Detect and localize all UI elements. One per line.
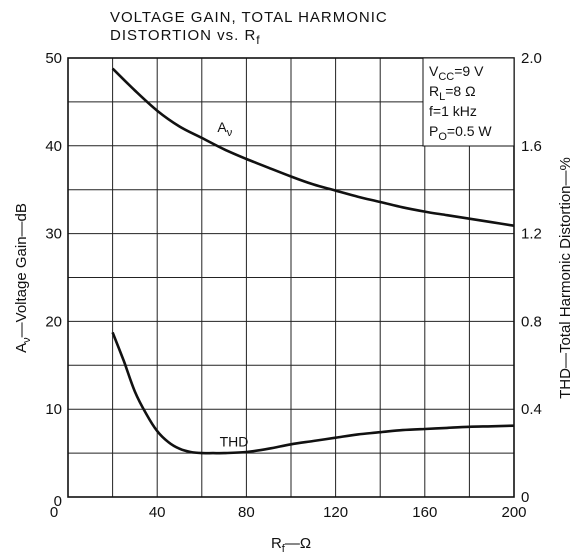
series-label-av-main: A: [217, 119, 227, 135]
y-left-tick-label: 10: [45, 401, 62, 418]
condition-line-main: P: [429, 123, 438, 139]
chart-title: VOLTAGE GAIN, TOTAL HARMONIC DISTORTION …: [110, 9, 388, 47]
y-left-tick-label: 0: [54, 493, 62, 510]
series-line-thd: [111, 331, 515, 455]
tick-labels: 0 40 80 120 160 2000102030405000.40.81.21.62.…: [45, 50, 542, 521]
x-axis-label-main: R: [271, 535, 282, 552]
x-axis-label-sub: f: [282, 543, 286, 555]
y-right-tick-label: 1.2: [521, 226, 542, 243]
y-left-tick-label: 40: [45, 138, 62, 155]
condition-line: PO=0.5 W: [429, 123, 492, 143]
plot-border: [67, 57, 515, 498]
condition-line-sub: O: [438, 131, 447, 143]
curves: Aν THD: [111, 67, 515, 455]
condition-line-main: R: [429, 83, 439, 99]
condition-line-rest: =8 Ω: [445, 83, 475, 99]
chart-title-line2: DISTORTION vs. Rf: [110, 27, 261, 47]
series-label-av: Aν: [217, 119, 232, 139]
y-right-tick-label: 0: [521, 489, 529, 506]
condition-line-sub: L: [439, 91, 445, 103]
condition-line: RL=8 Ω: [429, 83, 476, 103]
x-tick-label: 80: [238, 504, 255, 521]
series-line-a: [111, 67, 515, 227]
condition-line-sub: CC: [438, 71, 454, 83]
grid: [68, 58, 514, 497]
y-left-axis-label-sub: ν: [21, 337, 33, 343]
condition-line-main: f=1 kHz: [429, 103, 477, 119]
conditions-box-border: [422, 57, 515, 147]
condition-line: VCC=9 V: [429, 63, 484, 83]
y-right-axis-label: THD—Total Harmonic Distortion—%: [557, 157, 574, 399]
y-left-tick-label: 30: [45, 226, 62, 243]
condition-line-main: V: [429, 63, 439, 79]
series-label-thd: THD: [220, 434, 249, 450]
x-tick-label: 160: [412, 504, 437, 521]
x-tick-label: 40: [149, 504, 166, 521]
x-tick-label: 0: [50, 504, 58, 521]
x-tick-label: 120: [323, 504, 348, 521]
y-left-tick-label: 20: [45, 313, 62, 330]
y-right-tick-label: 0.8: [521, 313, 542, 330]
chart-title-line1: VOLTAGE GAIN, TOTAL HARMONIC: [110, 9, 388, 26]
condition-line: f=1 kHz: [429, 103, 477, 119]
y-right-tick-label: 1.6: [521, 138, 542, 155]
axis-labels: Rf—Ω Aν—Voltage Gain—dB THD—Total Harmonic…: [13, 157, 574, 555]
condition-line-rest: =0.5 W: [447, 123, 493, 139]
y-left-axis-label-main: A: [13, 343, 30, 353]
series-label-av-sub: ν: [227, 127, 233, 139]
plot-frame: [67, 57, 515, 498]
x-axis-label: Rf—Ω: [271, 535, 311, 555]
y-right-tick-label: 0.4: [521, 401, 542, 418]
x-axis-label-rest: —Ω: [285, 535, 311, 552]
y-left-axis-label-rest: —Voltage Gain—dB: [13, 203, 30, 337]
y-right-tick-label: 2.0: [521, 50, 542, 67]
x-tick-label: 200: [501, 504, 526, 521]
y-left-tick-label: 50: [45, 50, 62, 67]
condition-line-rest: =9 V: [454, 63, 484, 79]
series-label-thd-main: THD: [220, 434, 249, 450]
y-left-axis-label: Aν—Voltage Gain—dB: [13, 203, 33, 353]
